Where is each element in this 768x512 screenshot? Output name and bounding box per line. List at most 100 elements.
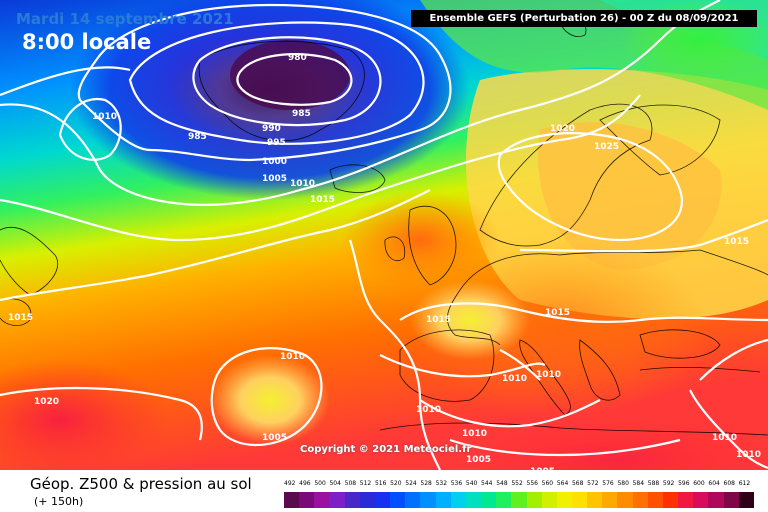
isobar-label: 1015 [310, 195, 335, 205]
legend-value: 532 [435, 480, 448, 487]
legend-value: 556 [526, 480, 538, 487]
legend-swatch [738, 492, 754, 508]
legend-swatch [359, 492, 375, 508]
isobar-label: 980 [288, 53, 307, 63]
isobar-label: 1010 [712, 433, 737, 443]
legend-value: 584 [632, 480, 645, 487]
legend-value: 508 [344, 480, 357, 487]
isobar-label: 1020 [34, 397, 59, 407]
legend-labels: 492 496 500 504 508 512 516 520 524 528 532 536 540 5… [284, 480, 754, 487]
isobar-label: 1015 [8, 313, 33, 323]
isobar-label: 1005 [262, 433, 287, 443]
legend-swatch [511, 492, 527, 508]
legend-swatch [541, 492, 557, 508]
isobar-labels: 980 985 985 990 995 1000 1005 1010 1010 … [8, 53, 761, 470]
isobar-label: 985 [292, 109, 311, 119]
legend-swatch [617, 492, 633, 508]
copyright-notice: Copyright © 2021 Meteociel.fr [300, 444, 472, 455]
legend-swatch [314, 492, 330, 508]
legend-value: 592 [662, 480, 675, 487]
isobar-label: 1010 [416, 405, 441, 415]
legend-value: 596 [678, 480, 690, 487]
legend-value: 576 [602, 480, 614, 487]
isobar-label: 1015 [426, 315, 451, 325]
legend-value: 504 [329, 480, 341, 487]
isobar-label: 995 [267, 138, 286, 148]
legend-value: 520 [390, 480, 402, 487]
legend-swatch [693, 492, 709, 508]
legend-value: 524 [405, 480, 417, 487]
legend-swatch [556, 492, 572, 508]
isobar-label: 1010 [502, 374, 527, 384]
legend-value: 500 [314, 480, 326, 487]
legend-swatch [465, 492, 482, 508]
legend-swatch [299, 492, 315, 508]
isobar-label: 1015 [545, 308, 570, 318]
isobar-label: 1005 [466, 455, 491, 465]
legend-value: 604 [708, 480, 720, 487]
legend-value: 512 [359, 480, 372, 487]
isobar-label: 985 [188, 132, 207, 142]
legend-value: 572 [587, 480, 599, 487]
legend-swatch [344, 492, 360, 508]
isobar-lines [0, 0, 768, 470]
legend-value: 540 [465, 480, 478, 487]
legend-swatch [374, 492, 391, 508]
color-scale-legend [284, 492, 754, 508]
legend-value: 552 [511, 480, 523, 487]
isobar-label: 1020 [550, 124, 575, 134]
legend-swatch [647, 492, 663, 508]
isobar-label: 1025 [594, 142, 619, 152]
legend-swatch [708, 492, 724, 508]
isobar-label: 1010 [536, 370, 561, 380]
isobar-label: 1010 [736, 450, 761, 460]
legend-swatch [284, 492, 300, 508]
legend-swatch [450, 492, 466, 508]
forecast-time: 8:00 locale [22, 30, 152, 54]
isobar-label: 1005 [262, 174, 287, 184]
legend-value: 516 [374, 480, 387, 487]
legend-value: 612 [738, 480, 751, 487]
legend-swatch [405, 492, 421, 508]
legend-swatch [662, 492, 679, 508]
legend-swatch [526, 492, 542, 508]
legend-swatch [390, 492, 406, 508]
forecast-lead-time: (+ 150h) [34, 495, 84, 508]
geopotential-map: 980 985 985 990 995 1000 1005 1010 1010 … [0, 0, 768, 470]
legend-swatch [678, 492, 694, 508]
isobar-label: 1015 [724, 237, 749, 247]
map-title: Géop. Z500 & pression au sol [30, 475, 252, 493]
legend-value: 544 [481, 480, 493, 487]
model-run-header: Ensemble GEFS (Perturbation 26) - 00 Z d… [411, 10, 757, 27]
legend-value: 560 [541, 480, 554, 487]
legend-swatch [329, 492, 345, 508]
isobar-label: 1010 [290, 179, 315, 189]
legend-swatch [481, 492, 497, 508]
legend-swatch [587, 492, 603, 508]
legend-value: 496 [299, 480, 311, 487]
isobar-label: 1010 [462, 429, 487, 439]
isobar-label: 990 [262, 124, 281, 134]
legend-value: 564 [556, 480, 569, 487]
legend-value: 492 [284, 480, 296, 487]
isobar-label: 1000 [262, 157, 287, 167]
legend-swatch [420, 492, 436, 508]
isobar-label: 1005 [530, 467, 555, 470]
legend-value: 580 [617, 480, 629, 487]
legend-value: 600 [693, 480, 705, 487]
legend-value: 608 [723, 480, 735, 487]
isobar-label: 1010 [280, 352, 305, 362]
legend-value: 588 [647, 480, 660, 487]
legend-swatch [496, 492, 512, 508]
forecast-date: Mardi 14 septembre 2021 [16, 10, 234, 28]
isobar-label: 1010 [92, 112, 117, 122]
legend-value: 548 [496, 480, 508, 487]
legend-swatch [571, 492, 588, 508]
legend-swatch [632, 492, 648, 508]
legend-swatch [435, 492, 451, 508]
legend-value: 568 [571, 480, 584, 487]
legend-value: 528 [420, 480, 432, 487]
legend-swatch [723, 492, 739, 508]
legend-swatch [602, 492, 618, 508]
